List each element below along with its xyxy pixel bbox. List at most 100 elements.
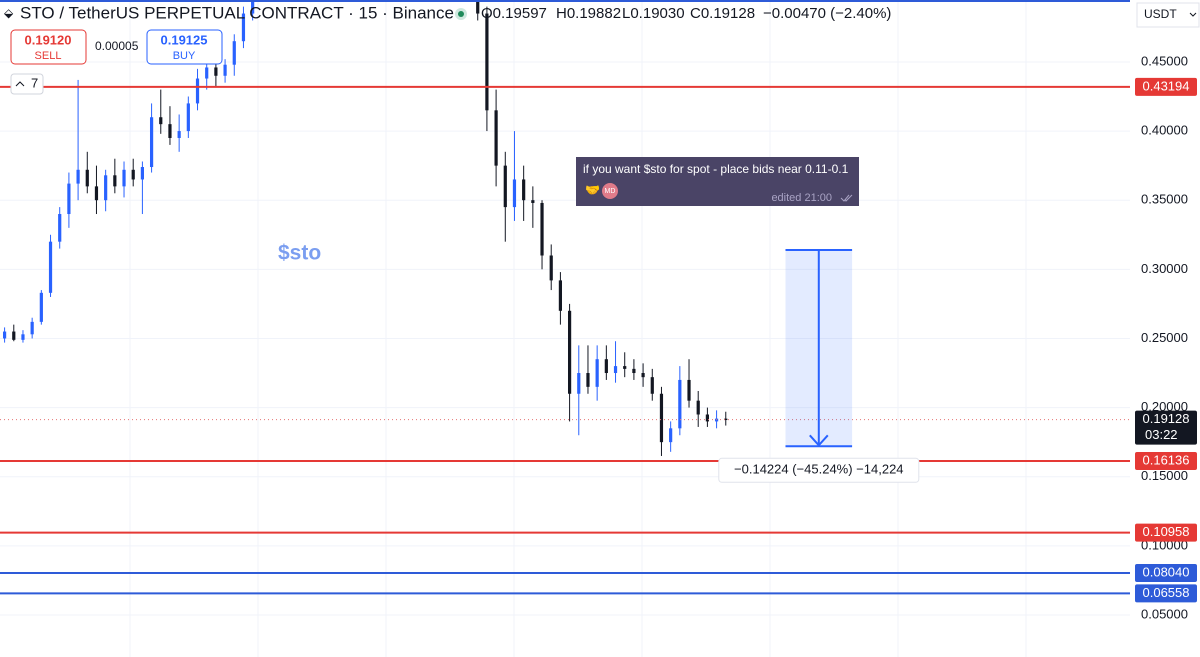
quantity: 7 [31, 75, 38, 90]
level-label: 0.10958 [1143, 524, 1190, 539]
sell-price: 0.19120 [25, 32, 72, 47]
symbol: STO / TetherUS PERPETUAL CONTRACT · 15 ·… [20, 3, 454, 22]
candle-body [476, 0, 480, 14]
ohlc-close: C0.19128 [690, 5, 755, 22]
candle-body [613, 366, 618, 374]
candle-body [214, 67, 218, 76]
spread: 0.00005 [95, 39, 139, 53]
quantity-box[interactable] [10, 73, 44, 95]
buy-price: 0.19125 [161, 32, 208, 47]
candle-body [494, 110, 498, 166]
last-price-tag [1135, 410, 1197, 445]
y-tick-label: 0.40000 [1141, 123, 1188, 138]
measure-arrowhead [809, 434, 829, 447]
message-text: if you want $sto for spot - place bids n… [583, 162, 849, 176]
sell-button[interactable] [10, 29, 87, 65]
candle-body [659, 393, 664, 443]
candle-body [540, 202, 544, 256]
candle-body [558, 280, 563, 311]
candle-body [503, 165, 507, 208]
candle-body [705, 414, 709, 422]
candle-body [522, 179, 526, 201]
candle-body [632, 368, 636, 374]
candle-body [549, 255, 553, 281]
level-tag [1135, 452, 1197, 471]
currency-selector[interactable]: USDT [1136, 2, 1200, 28]
candle-body [159, 117, 163, 125]
candle-body [104, 175, 108, 201]
candle-body [48, 241, 53, 293]
candle-body [586, 373, 590, 387]
candle-body [223, 64, 227, 76]
candle-body [205, 67, 209, 79]
message: if you want $sto for spot - place bids n… [576, 157, 859, 206]
candle-body [251, 0, 255, 14]
chevron [15, 81, 25, 87]
y-tick-label: 0.05000 [1141, 606, 1188, 621]
candle-body [724, 418, 728, 421]
candle-body [485, 13, 489, 111]
status-dot [458, 11, 464, 17]
candle-body [149, 117, 154, 168]
candle-body [577, 373, 581, 394]
candle-body [140, 167, 144, 180]
read-check [840, 194, 853, 202]
measure-label: −0.14224 (−45.24%) −14,224 [734, 462, 904, 477]
candle-body [131, 169, 135, 180]
currency-box[interactable] [1136, 2, 1200, 28]
candle-body [30, 321, 34, 335]
candle-body [94, 186, 99, 201]
candle-body [85, 169, 89, 187]
level-tag [1135, 563, 1197, 582]
candle-body [12, 331, 16, 340]
candle-body [650, 377, 654, 394]
candle-body [604, 359, 608, 374]
sell-label: SELL [35, 50, 62, 62]
candle-body [531, 200, 535, 203]
candle-body [669, 428, 673, 443]
level-tag [1135, 584, 1197, 603]
candle-body [696, 400, 700, 415]
candle-body [168, 124, 172, 138]
candle-body [623, 366, 627, 369]
candle-body [567, 310, 572, 394]
y-tick-label: 0.15000 [1141, 468, 1188, 483]
candle-body [595, 359, 599, 387]
dropdown-arrow [1189, 12, 1197, 17]
ohlc-change: −0.00470 (−2.40%) [763, 5, 891, 22]
icon: ⬙ [4, 6, 14, 20]
level-label: 0.08040 [1143, 564, 1190, 579]
candle-body [177, 131, 181, 138]
level-label: 0.43194 [1143, 78, 1190, 93]
ohlc-low: L0.19030 [622, 5, 685, 22]
y-tick-label: 0.20000 [1141, 399, 1188, 414]
measure-label-box [718, 457, 920, 483]
y-tick-label: 0.45000 [1141, 53, 1188, 68]
reaction: 🤝 [585, 183, 600, 197]
level-tag [1135, 77, 1197, 96]
candle-body [241, 13, 246, 42]
candle-body [39, 292, 43, 322]
currency: USDT [1144, 7, 1177, 21]
y-tick-label: 0.30000 [1141, 261, 1188, 276]
level-label: 0.06558 [1143, 585, 1190, 600]
avatar-label: MD [605, 188, 616, 195]
candle-body [641, 373, 645, 378]
candle-body [232, 41, 236, 65]
countdown: 03:22 [1145, 427, 1178, 442]
y-tick-label: 0.35000 [1141, 192, 1188, 207]
candle-body [67, 183, 71, 215]
y-tick-label: 0.25000 [1141, 330, 1188, 345]
last-price-label: 0.19128 [1143, 411, 1190, 426]
buy-button[interactable] [146, 29, 223, 65]
candle-body [678, 379, 682, 429]
header: ⬙ STO / TetherUS PERPETUAL CONTRACT · 15… [4, 3, 891, 22]
buy-label: BUY [173, 50, 196, 62]
candle-body [21, 334, 25, 340]
candle-body [76, 169, 80, 184]
candle-body [195, 78, 200, 104]
price-axis [1130, 0, 1200, 657]
candle-body [113, 175, 117, 187]
